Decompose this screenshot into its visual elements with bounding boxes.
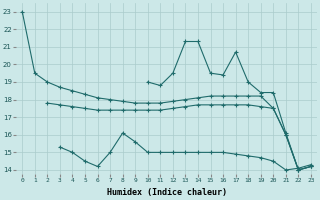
X-axis label: Humidex (Indice chaleur): Humidex (Indice chaleur) [107, 188, 227, 197]
